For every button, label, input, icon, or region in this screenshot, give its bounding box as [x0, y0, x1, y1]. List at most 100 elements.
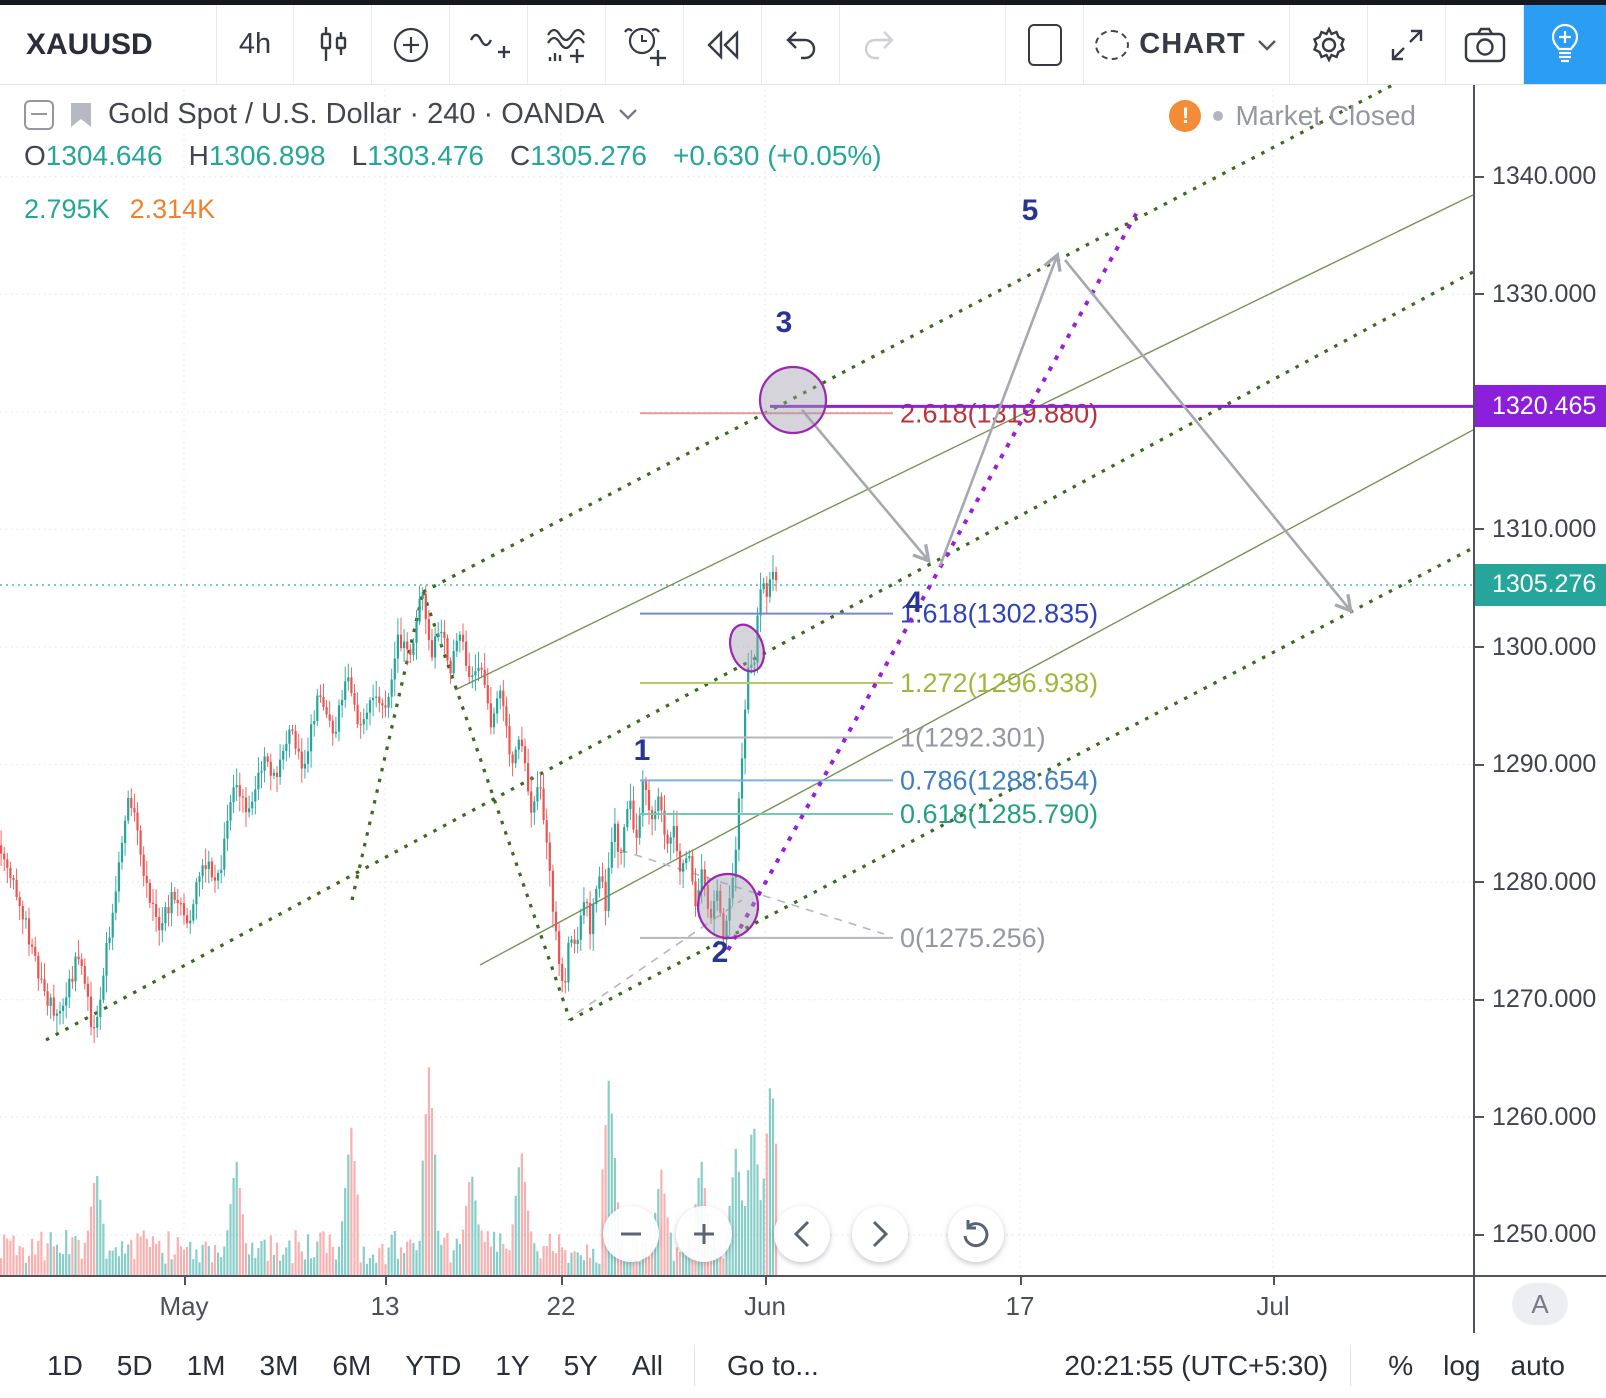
ohlc-item: O1304.646	[24, 140, 163, 171]
ohlc-item: H1306.898	[188, 140, 326, 171]
bar-replay-button[interactable]	[684, 5, 762, 84]
range-button-1y[interactable]: 1Y	[495, 1349, 530, 1381]
price-axis[interactable]: 1340.000 1330.000 1310.000 1300.000 1290.000…	[1473, 84, 1606, 1275]
range-button-5d[interactable]: 5D	[116, 1349, 153, 1381]
market-status[interactable]: ! Market Closed	[1169, 100, 1416, 132]
elliott-wave-label: 5	[1022, 194, 1039, 227]
scale-button-percent[interactable]: %	[1388, 1349, 1414, 1381]
chart-legend: Gold Spot / U.S. Dollar · 240 · OANDA O1…	[24, 98, 882, 225]
chart-type-button[interactable]	[294, 5, 372, 84]
fib-level-label: 0(1275.256)	[900, 923, 1046, 953]
divider	[693, 1345, 695, 1386]
candle-series	[0, 555, 778, 1043]
market-status-label: Market Closed	[1235, 100, 1416, 131]
axis-tick	[1475, 881, 1484, 884]
screenshot-button[interactable]	[1446, 5, 1524, 84]
symbol-chevron-down-icon[interactable]	[618, 108, 638, 121]
axis-tick	[1020, 1277, 1022, 1285]
date-range-buttons: 1D 5D 1M 3M 6M YTD 1Y 5Y All	[30, 1344, 680, 1388]
layout-button[interactable]	[1005, 5, 1084, 84]
redo-button[interactable]	[840, 5, 917, 84]
projection-arrow	[1063, 259, 1353, 614]
time-axis-label: May	[159, 1291, 209, 1321]
divider	[1350, 1345, 1352, 1386]
goto-button[interactable]: Go to...	[726, 1349, 819, 1381]
chart-style-button[interactable]: CHART	[1084, 5, 1290, 84]
symbol-button[interactable]: XAUUSD	[0, 5, 217, 84]
collapse-legend-icon[interactable]	[24, 99, 54, 130]
price-axis-label: 1260.000	[1475, 1103, 1606, 1131]
window-edge	[0, 0, 1606, 5]
scale-button-log[interactable]: log	[1443, 1349, 1481, 1381]
templates-button[interactable]	[528, 5, 606, 84]
symbol-title[interactable]: Gold Spot / U.S. Dollar · 240 · OANDA	[108, 98, 605, 130]
flag-icon[interactable]	[68, 101, 94, 129]
chevron-right-icon	[872, 1220, 889, 1248]
range-button-5y[interactable]: 5Y	[563, 1349, 598, 1381]
alert-price-badge: 1320.465	[1475, 385, 1606, 428]
undo-button[interactable]	[762, 5, 840, 84]
plus-icon	[694, 1224, 714, 1244]
indicators-button[interactable]	[450, 5, 528, 84]
last-price-badge: 1305.276	[1475, 563, 1606, 606]
range-button-1m[interactable]: 1M	[186, 1349, 226, 1381]
fullscreen-button[interactable]	[1368, 5, 1446, 84]
volume-teal: 2.795K	[24, 194, 110, 224]
scale-button-auto[interactable]: auto	[1510, 1349, 1566, 1381]
axis-tick	[385, 1277, 387, 1285]
status-dot-icon	[1213, 111, 1224, 121]
dashed-guide-line	[619, 849, 885, 935]
price-axis-label: 1270.000	[1475, 985, 1606, 1014]
price-axis-label: 1280.000	[1475, 868, 1606, 896]
zoom-out-button[interactable]	[603, 1206, 659, 1262]
axis-tick	[1475, 175, 1484, 178]
volume-values: 2.795K 2.314K	[24, 194, 882, 225]
axis-tick	[1475, 998, 1484, 1001]
projection-arrow	[801, 409, 931, 564]
elliott-wave-label: 1	[634, 734, 651, 767]
ideas-button[interactable]	[1524, 5, 1606, 84]
scroll-right-button[interactable]	[852, 1206, 908, 1262]
chart-nav-buttons	[0, 1206, 1473, 1262]
range-button-3m[interactable]: 3M	[259, 1349, 299, 1381]
compare-button[interactable]	[372, 5, 450, 84]
candles-icon	[320, 26, 346, 61]
warning-icon: !	[1169, 100, 1202, 132]
axis-tick	[1475, 763, 1484, 766]
fib-level-label: 2.618(1319.880)	[900, 398, 1098, 428]
time-axis[interactable]: A May 13 22 Jun 17 Jul	[0, 1275, 1606, 1335]
settings-button[interactable]	[1290, 5, 1368, 84]
fib-level-label: 0.618(1285.790)	[900, 799, 1098, 829]
price-axis-label: 1250.000	[1475, 1220, 1606, 1249]
minus-icon	[621, 1232, 641, 1236]
reset-view-button[interactable]	[948, 1206, 1004, 1262]
zoom-in-button[interactable]	[676, 1206, 732, 1262]
range-button-6m[interactable]: 6M	[332, 1349, 372, 1381]
chart-style-label: CHART	[1139, 28, 1246, 60]
range-button-all[interactable]: All	[631, 1349, 663, 1381]
auto-scale-corner-button[interactable]: A	[1512, 1283, 1568, 1325]
pitchfork-dotted-line	[421, 591, 572, 1021]
clock-timezone-button[interactable]: 20:21:55 (UTC+5:30)	[1064, 1349, 1329, 1381]
scroll-left-button[interactable]	[774, 1206, 830, 1262]
fib-level-label: 1.272(1296.938)	[900, 668, 1098, 698]
channel-line	[479, 429, 1473, 966]
reset-icon	[963, 1220, 989, 1248]
dashed-circle-icon	[1095, 29, 1130, 60]
chevron-down-icon	[1257, 39, 1276, 51]
elliott-wave-label: 3	[776, 306, 793, 339]
range-button-1d[interactable]: 1D	[47, 1349, 83, 1381]
alert-add-icon	[623, 27, 666, 66]
price-chart-canvas[interactable]: 2.618(1319.880) 1.618(1302.835) 1.272(1296…	[0, 84, 1473, 1275]
time-axis-label: Jun	[744, 1291, 786, 1321]
pivot-circle	[696, 872, 760, 940]
elliott-wave-label: 2	[712, 936, 729, 969]
ohlc-item: L1303.476	[351, 140, 484, 171]
range-button-ytd[interactable]: YTD	[405, 1349, 462, 1381]
toolbar-spacer	[917, 5, 1005, 84]
axis-tick	[1475, 1233, 1484, 1236]
bottom-toolbar: 1D 5D 1M 3M 6M YTD 1Y 5Y All Go to... 20:21:55 (…	[0, 1333, 1606, 1398]
idea-bulb-icon	[1551, 23, 1579, 62]
interval-button[interactable]: 4h	[217, 5, 294, 84]
alert-button[interactable]	[606, 5, 684, 84]
